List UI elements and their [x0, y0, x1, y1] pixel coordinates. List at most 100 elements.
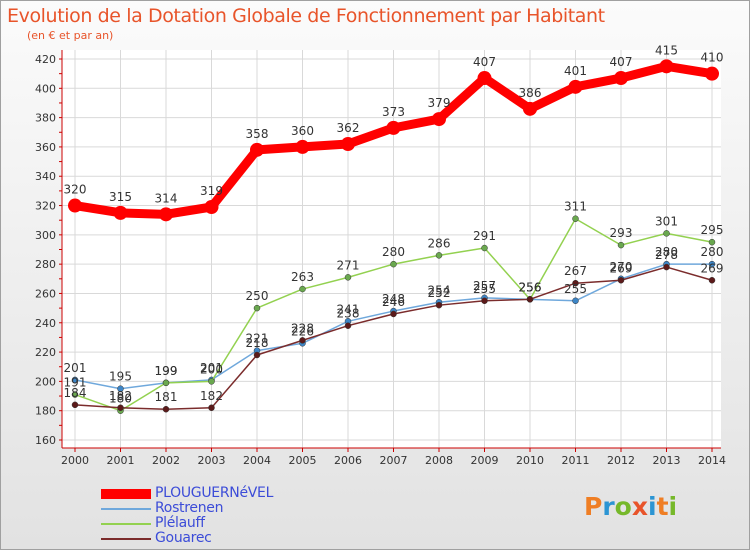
y-tick-label: 300 [35, 229, 56, 242]
data-point [659, 59, 674, 74]
data-label: 184 [64, 386, 87, 400]
data-label: 263 [291, 270, 314, 284]
data-label: 182 [200, 389, 223, 403]
data-label: 401 [564, 64, 587, 78]
data-point [568, 79, 583, 94]
y-tick-label: 400 [35, 82, 56, 95]
legend-swatch [101, 523, 151, 525]
data-label: 362 [337, 121, 360, 135]
data-point [432, 112, 446, 127]
y-tick-label: 380 [35, 112, 56, 125]
data-point [344, 274, 352, 281]
data-label: 320 [64, 183, 87, 197]
data-label: 252 [428, 286, 451, 300]
data-point [481, 297, 488, 305]
data-point [71, 376, 79, 384]
data-label: 270 [610, 260, 633, 274]
data-label: 271 [337, 258, 360, 272]
data-point [250, 142, 264, 157]
data-label: 199 [155, 364, 178, 378]
data-label: 407 [610, 55, 633, 69]
legend-label: Plélauff [155, 515, 205, 531]
data-label: 256 [519, 280, 542, 294]
data-label: 301 [655, 214, 678, 228]
data-point [390, 260, 397, 268]
data-label: 280 [382, 245, 405, 259]
data-label: 386 [519, 86, 542, 100]
data-label: 200 [200, 362, 223, 376]
legend-label: Rostrenen [155, 500, 224, 516]
data-label: 311 [564, 200, 587, 214]
y-tick-label: 320 [35, 200, 56, 213]
data-point [481, 244, 488, 252]
data-point [435, 301, 443, 309]
data-label: 241 [337, 302, 360, 316]
data-label: 280 [701, 245, 724, 259]
data-point [617, 277, 625, 284]
data-label: 407 [473, 55, 496, 69]
data-point [71, 401, 79, 409]
logo-letter: x [631, 492, 648, 521]
x-tick-label: 2007 [380, 454, 408, 467]
logo-letter: i [648, 492, 657, 521]
data-point [113, 205, 128, 220]
data-point [435, 252, 443, 259]
y-tick-label: 200 [35, 375, 56, 388]
y-tick-label: 420 [35, 53, 56, 66]
data-label: 201 [200, 361, 223, 375]
data-point [663, 263, 670, 271]
data-label: 181 [155, 390, 178, 404]
data-label: 278 [655, 248, 678, 262]
data-label: 415 [655, 43, 678, 57]
legend-label: PLOUGUERNéVEL [155, 485, 274, 501]
data-label: 291 [473, 229, 496, 243]
data-point [572, 297, 579, 305]
data-point [390, 310, 397, 318]
logo-letter: r [602, 492, 615, 521]
data-label: 373 [382, 105, 405, 119]
data-point [162, 405, 170, 413]
x-tick-label: 2009 [471, 454, 499, 467]
data-point [68, 198, 82, 213]
proxiti-logo: Proxiti [584, 492, 677, 521]
legend-swatch [101, 508, 151, 510]
x-tick-label: 2010 [516, 454, 544, 467]
data-label: 379 [428, 96, 451, 110]
data-label: 257 [473, 279, 496, 293]
data-point [523, 101, 537, 116]
data-label: 360 [291, 124, 314, 138]
y-tick-label: 260 [35, 287, 56, 300]
data-point [708, 260, 716, 268]
data-point [708, 238, 716, 246]
data-label: 246 [382, 295, 405, 309]
data-point [208, 378, 215, 385]
x-tick-label: 2012 [607, 454, 635, 467]
data-label: 248 [382, 292, 405, 306]
x-tick-label: 2006 [334, 454, 362, 467]
data-point [572, 279, 579, 287]
x-tick-label: 2014 [698, 454, 726, 467]
data-label: 195 [109, 370, 132, 384]
y-tick-label: 340 [35, 170, 56, 183]
data-label: 295 [701, 223, 724, 237]
data-point [299, 285, 306, 293]
chart-title: Evolution de la Dotation Globale de Fonc… [7, 5, 605, 27]
data-point [71, 391, 79, 398]
data-point [204, 200, 219, 215]
data-point [663, 230, 670, 237]
data-point [253, 304, 261, 312]
x-tick-label: 2005 [289, 454, 317, 467]
logo-letter: P [584, 492, 603, 521]
data-label: 267 [564, 264, 587, 278]
data-label: 358 [246, 127, 269, 141]
data-point [705, 66, 719, 81]
data-point [295, 139, 310, 154]
logo-letter: i [668, 492, 678, 521]
data-label: 182 [109, 389, 132, 403]
data-label: 255 [564, 282, 587, 296]
data-label: 201 [64, 361, 87, 375]
data-label: 255 [473, 282, 496, 296]
data-label: 221 [246, 332, 269, 346]
x-tick-label: 2004 [243, 454, 271, 467]
data-label: 280 [655, 245, 678, 259]
